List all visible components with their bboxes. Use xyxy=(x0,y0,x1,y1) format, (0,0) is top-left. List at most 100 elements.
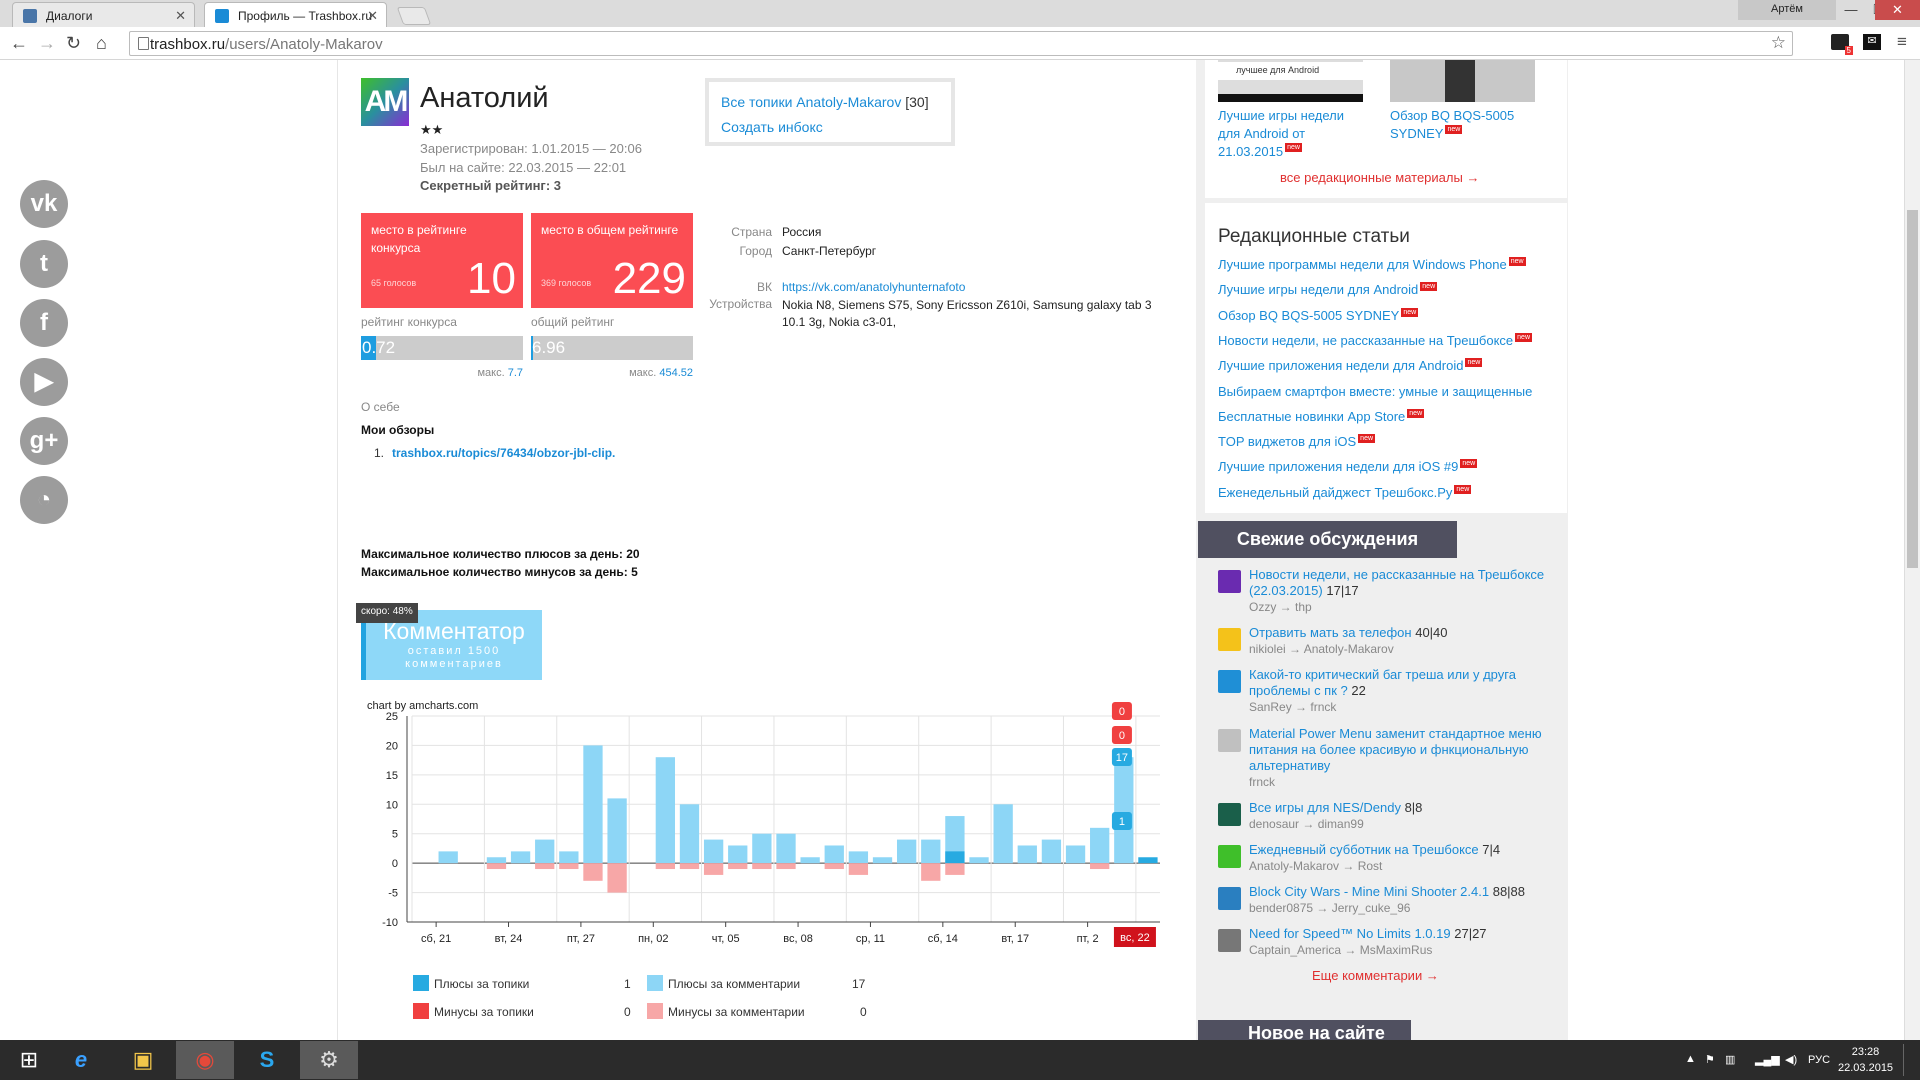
discussion-users[interactable]: Captain_America → MsMaximRus xyxy=(1249,943,1433,957)
discussion-avatar[interactable] xyxy=(1218,803,1241,826)
discussion-link[interactable]: Material Power Menu заменит стандартное … xyxy=(1249,726,1542,773)
bookmark-star-icon[interactable]: ☆ xyxy=(1770,33,1786,52)
editorial-link[interactable]: Новости недели, не рассказанные на Трешб… xyxy=(1218,332,1532,348)
chart-bar[interactable] xyxy=(486,863,507,870)
chart-bar[interactable] xyxy=(728,863,748,870)
all-topics-link[interactable]: Все топики Anatoly-Makarov xyxy=(721,94,902,110)
chart-bar[interactable] xyxy=(945,863,965,875)
show-desktop-button[interactable] xyxy=(1903,1044,1915,1076)
discussion-link[interactable]: Все игры для NES/Dendy xyxy=(1249,800,1401,815)
all-materials-link[interactable]: все редакционные материалы → xyxy=(1280,170,1480,185)
editorial-link[interactable]: Обзор BQ BQS-5005 SYDNEY new xyxy=(1218,307,1419,323)
scrollbar[interactable] xyxy=(1904,60,1920,1040)
discussion-avatar[interactable] xyxy=(1218,670,1241,693)
facebook-icon[interactable]: f xyxy=(20,299,68,347)
address-bar[interactable]: trashbox.ru/users/Anatoly-Makarov ☆ xyxy=(129,31,1793,56)
volume-icon[interactable]: ◀) xyxy=(1785,1054,1798,1066)
youtube-icon[interactable]: ▶ xyxy=(20,358,68,406)
legend-label[interactable]: Минусы за комментарии xyxy=(668,1005,805,1019)
review-link[interactable]: trashbox.ru/topics/76434/obzor-jbl-clip. xyxy=(392,446,616,460)
chart-bar[interactable] xyxy=(1017,845,1037,864)
menu-icon[interactable]: ≡ xyxy=(1897,32,1907,51)
chart-bar[interactable] xyxy=(535,863,555,870)
chart-bar[interactable] xyxy=(486,857,507,864)
chart-bar[interactable] xyxy=(945,816,965,864)
chart-bar[interactable] xyxy=(848,863,869,875)
chart-bar[interactable] xyxy=(776,863,796,870)
signal-icon[interactable]: ▂▄▆ xyxy=(1755,1054,1780,1066)
discussion-users[interactable]: frnck xyxy=(1249,775,1276,789)
discussion-users[interactable]: Ozzy → thp xyxy=(1249,600,1312,614)
discussion-users[interactable]: denosaur → diman99 xyxy=(1249,817,1364,831)
chart-bar[interactable] xyxy=(607,863,627,893)
create-inbox-link[interactable]: Создать инбокс xyxy=(721,119,823,135)
chart-bar[interactable] xyxy=(607,798,627,864)
chart-bar[interactable] xyxy=(921,863,941,881)
home-icon[interactable]: ⌂ xyxy=(96,33,107,53)
legend-label[interactable]: Плюсы за топики xyxy=(434,977,530,991)
discussion-avatar[interactable] xyxy=(1218,729,1241,752)
chart-bar[interactable] xyxy=(1090,827,1110,864)
discussion-users[interactable]: Anatoly-Makarov → Rost xyxy=(1249,859,1383,873)
discussion-link[interactable]: Новости недели, не рассказанные на Трешб… xyxy=(1249,567,1545,598)
chart-bar[interactable] xyxy=(969,857,989,864)
chart-bar[interactable] xyxy=(535,839,555,864)
chart-bar[interactable] xyxy=(921,839,941,864)
editorial-link[interactable]: Лучшие игры недели для Android new xyxy=(1218,282,1438,298)
chart-bar[interactable] xyxy=(752,833,772,864)
chart-bar[interactable] xyxy=(1090,863,1110,870)
editorial-link[interactable]: Лучшие приложения недели для Android new xyxy=(1218,358,1483,374)
chart-bar[interactable] xyxy=(1065,845,1086,864)
top-item-link[interactable]: Обзор BQ BQS-5005 SYDNEY new xyxy=(1390,108,1515,141)
language-indicator[interactable]: РУС xyxy=(1808,1054,1831,1066)
chart-bar[interactable] xyxy=(993,804,1013,864)
chart-bar[interactable] xyxy=(824,845,844,864)
reload-icon[interactable]: ↻ xyxy=(66,33,82,53)
chart-bar[interactable] xyxy=(583,745,603,864)
editorial-link[interactable]: Еженедельный дайджест Трешбокс.Ру new xyxy=(1218,484,1472,500)
chart-bar[interactable] xyxy=(559,851,579,864)
profile-button[interactable]: Артём xyxy=(1738,0,1836,20)
more-comments-link[interactable]: Еще комментарии → xyxy=(1312,968,1439,983)
legend-label[interactable]: Минусы за топики xyxy=(434,1005,534,1019)
editorial-link[interactable]: TOP виджетов для iOS new xyxy=(1218,434,1376,450)
chart-bar[interactable] xyxy=(945,851,965,864)
ie-icon[interactable]: e xyxy=(74,1047,88,1072)
chart-bar[interactable] xyxy=(1041,839,1062,864)
chart-bar[interactable] xyxy=(655,757,676,864)
discussion-link[interactable]: Need for Speed™ No Limits 1.0.19 xyxy=(1249,926,1451,941)
twitter-icon[interactable]: t xyxy=(20,240,68,288)
back-arrow-icon[interactable]: ← xyxy=(10,33,28,53)
discussion-avatar[interactable] xyxy=(1218,845,1241,868)
chart-bar[interactable] xyxy=(510,851,531,864)
discussion-avatar[interactable] xyxy=(1218,929,1241,952)
discussion-avatar[interactable] xyxy=(1218,628,1241,651)
discussion-users[interactable]: nikiolei → Anatoly-Makarov xyxy=(1249,642,1394,656)
chart-credit[interactable]: chart by amcharts.com xyxy=(367,700,478,712)
discussion-avatar[interactable] xyxy=(1218,887,1241,910)
chart-bar[interactable] xyxy=(703,863,724,875)
clock[interactable]: 23:28 22.03.2015 xyxy=(1838,1046,1894,1074)
editorial-link[interactable]: Лучшие приложения недели для iOS #9 new xyxy=(1218,459,1478,475)
scrollbar-thumb[interactable] xyxy=(1907,210,1918,568)
discussion-link[interactable]: Ежедневный субботник на Трешбоксе xyxy=(1249,842,1479,857)
chart-bar[interactable] xyxy=(752,863,772,870)
editorial-link[interactable]: Лучшие программы недели для Windows Phon… xyxy=(1218,257,1526,272)
forward-arrow-icon[interactable]: → xyxy=(38,33,56,53)
discussion-avatar[interactable] xyxy=(1218,570,1241,593)
close-tab-icon[interactable]: ✕ xyxy=(367,8,378,23)
mail-extension-icon[interactable]: ✉ xyxy=(1863,34,1881,50)
flag-icon[interactable]: ⚑ xyxy=(1705,1054,1715,1066)
legend-label[interactable]: Плюсы за комментарии xyxy=(668,977,801,991)
game-thumbnail[interactable]: лучшее для Android xyxy=(1218,60,1363,102)
chart-bar[interactable] xyxy=(1114,757,1134,864)
vk-icon[interactable]: vk xyxy=(20,180,68,228)
chart-bar[interactable] xyxy=(776,833,796,864)
chart-bar[interactable] xyxy=(679,863,700,870)
chart-bar[interactable] xyxy=(896,839,917,864)
skype-icon[interactable]: S xyxy=(259,1047,275,1072)
editorial-link[interactable]: Выбираем смартфон вместе: умные и защище… xyxy=(1218,383,1533,399)
discussion-link[interactable]: Отравить мать за телефон xyxy=(1249,625,1412,640)
close-tab-icon[interactable]: ✕ xyxy=(175,8,186,23)
vk-profile-link[interactable]: https://vk.com/anatolyhunternafoto xyxy=(782,280,966,294)
